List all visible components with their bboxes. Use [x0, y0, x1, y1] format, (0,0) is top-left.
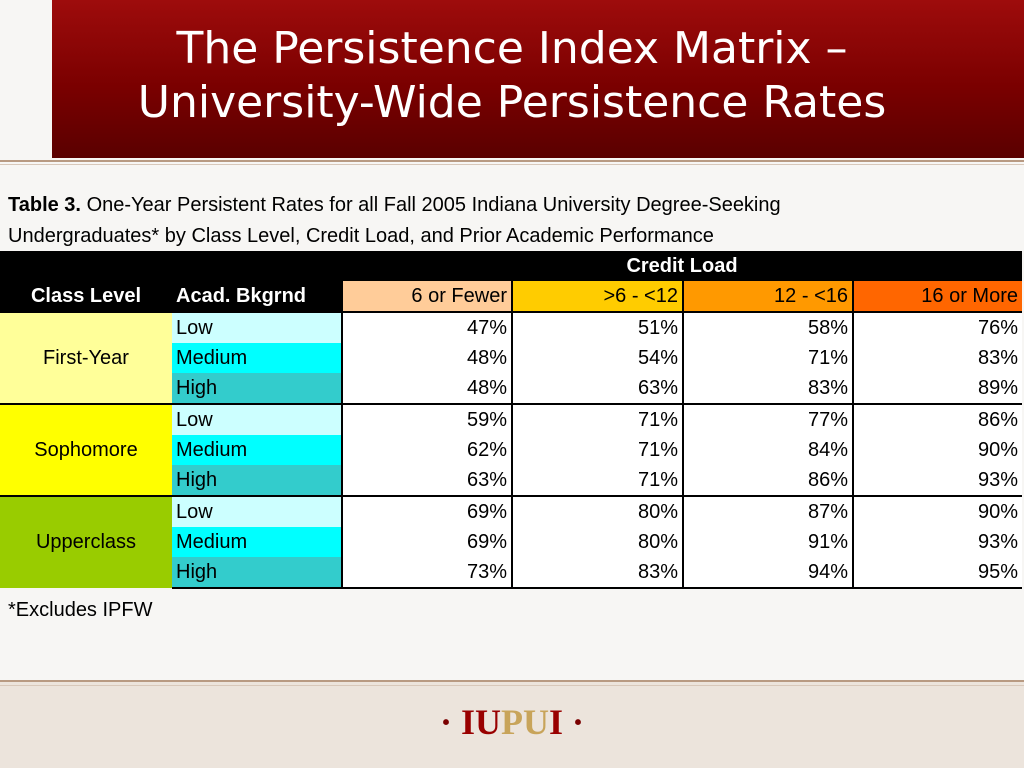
rate-cell: 93%	[852, 527, 1022, 557]
footnote: *Excludes IPFW	[8, 599, 153, 621]
rate-cell: 86%	[852, 403, 1022, 435]
logo-dot-left: ·	[439, 702, 452, 742]
rate-cell: 48%	[341, 373, 512, 405]
rate-cell: 63%	[511, 373, 683, 405]
matrix-body: First-Year Low 47% 51% 58% 76% Medium 48…	[0, 311, 1022, 589]
bottom-divider	[0, 680, 1024, 682]
logo-i: I	[549, 702, 564, 742]
rate-cell: 47%	[341, 311, 512, 343]
rate-cell: 89%	[852, 373, 1022, 405]
caption-label: Table 3.	[8, 194, 81, 216]
acad-cell: High	[172, 465, 343, 497]
header-row-columns: Class Level Acad. Bkgrnd 6 or Fewer >6 -…	[0, 281, 1022, 312]
rate-cell: 77%	[682, 403, 853, 435]
caption-text-line2: Undergraduates* by Class Level, Credit L…	[8, 225, 714, 247]
acad-cell: Low	[172, 495, 343, 527]
acad-cell: Medium	[172, 527, 343, 557]
acad-cell: Low	[172, 311, 343, 343]
header-blank-2	[172, 251, 342, 281]
rate-cell: 83%	[511, 557, 683, 589]
acad-cell: High	[172, 557, 343, 589]
iupui-logo: · IUPUI ·	[0, 700, 1024, 744]
header-blank-1	[0, 251, 172, 281]
class-level-header: Class Level	[0, 281, 172, 312]
rate-cell: 90%	[852, 495, 1022, 527]
footer-band	[0, 680, 1024, 768]
slide-title-line1: The Persistence Index Matrix –	[176, 23, 848, 74]
credit-col-6-or-fewer: 6 or Fewer	[341, 281, 512, 312]
table-row: Medium 62% 71% 84% 90%	[0, 435, 1022, 465]
caption-line1: Table 3. One-Year Persistent Rates for a…	[8, 190, 1018, 221]
table-row: Upperclass Low 69% 80% 87% 90%	[0, 495, 1022, 588]
persistence-matrix-table: Credit Load Class Level Acad. Bkgrnd 6 o…	[0, 251, 1022, 589]
logo-pu: PU	[501, 702, 549, 742]
credit-load-header: Credit Load	[342, 251, 1022, 281]
header-left-margin	[0, 0, 52, 158]
rate-cell: 91%	[682, 527, 853, 557]
logo-iu: IU	[460, 702, 501, 742]
table-caption: Table 3. One-Year Persistent Rates for a…	[8, 190, 1018, 252]
acad-cell: Medium	[172, 343, 343, 373]
rate-cell: 76%	[852, 311, 1022, 343]
rate-cell: 71%	[682, 343, 853, 373]
rate-cell: 83%	[682, 373, 853, 405]
rate-cell: 69%	[341, 495, 512, 527]
caption-text-line1: One-Year Persistent Rates for all Fall 2…	[86, 194, 781, 216]
title-banner	[52, 0, 1024, 158]
rate-cell: 59%	[341, 403, 512, 435]
class-level-cell: Upperclass	[0, 495, 172, 588]
rate-cell: 86%	[682, 465, 853, 497]
acad-cell: Low	[172, 403, 343, 435]
top-divider-thin	[0, 164, 1024, 165]
credit-col-6-to-12: >6 - <12	[511, 281, 683, 312]
rate-cell: 83%	[852, 343, 1022, 373]
rate-cell: 51%	[511, 311, 683, 343]
rate-cell: 62%	[341, 435, 512, 465]
rate-cell: 80%	[511, 527, 683, 557]
rate-cell: 95%	[852, 557, 1022, 589]
table-row: High 63% 71% 86% 93%	[0, 465, 1022, 497]
table-row: Sophomore Low 59% 71% 77% 86%	[0, 403, 1022, 496]
rate-cell: 63%	[341, 465, 512, 497]
acad-cell: Medium	[172, 435, 343, 465]
rate-cell: 73%	[341, 557, 512, 589]
rate-cell: 80%	[511, 495, 683, 527]
table-row: First-Year Low 47% 51% 58% 76%	[0, 311, 1022, 404]
acad-bkgrnd-header: Acad. Bkgrnd	[172, 281, 342, 312]
table-row: Medium 69% 80% 91% 93%	[0, 527, 1022, 557]
slide-title: The Persistence Index Matrix – Universit…	[52, 22, 972, 130]
logo-dot-right: ·	[572, 702, 585, 742]
credit-col-12-to-16: 12 - <16	[682, 281, 853, 312]
rate-cell: 48%	[341, 343, 512, 373]
rate-cell: 90%	[852, 435, 1022, 465]
rate-cell: 94%	[682, 557, 853, 589]
credit-col-16-or-more: 16 or More	[852, 281, 1022, 312]
table-row: High 73% 83% 94% 95%	[0, 557, 1022, 589]
slide-title-line2: University-Wide Persistence Rates	[137, 77, 887, 128]
rate-cell: 84%	[682, 435, 853, 465]
rate-cell: 54%	[511, 343, 683, 373]
rate-cell: 93%	[852, 465, 1022, 497]
acad-cell: High	[172, 373, 343, 405]
rate-cell: 71%	[511, 403, 683, 435]
bottom-divider-thin	[0, 685, 1024, 686]
table-row: High 48% 63% 83% 89%	[0, 373, 1022, 405]
rate-cell: 87%	[682, 495, 853, 527]
class-level-cell: First-Year	[0, 311, 172, 404]
top-divider	[0, 160, 1024, 162]
rate-cell: 71%	[511, 465, 683, 497]
header-row-group: Credit Load	[0, 251, 1022, 281]
class-level-cell: Sophomore	[0, 403, 172, 496]
rate-cell: 58%	[682, 311, 853, 343]
table-row: Medium 48% 54% 71% 83%	[0, 343, 1022, 373]
rate-cell: 69%	[341, 527, 512, 557]
rate-cell: 71%	[511, 435, 683, 465]
